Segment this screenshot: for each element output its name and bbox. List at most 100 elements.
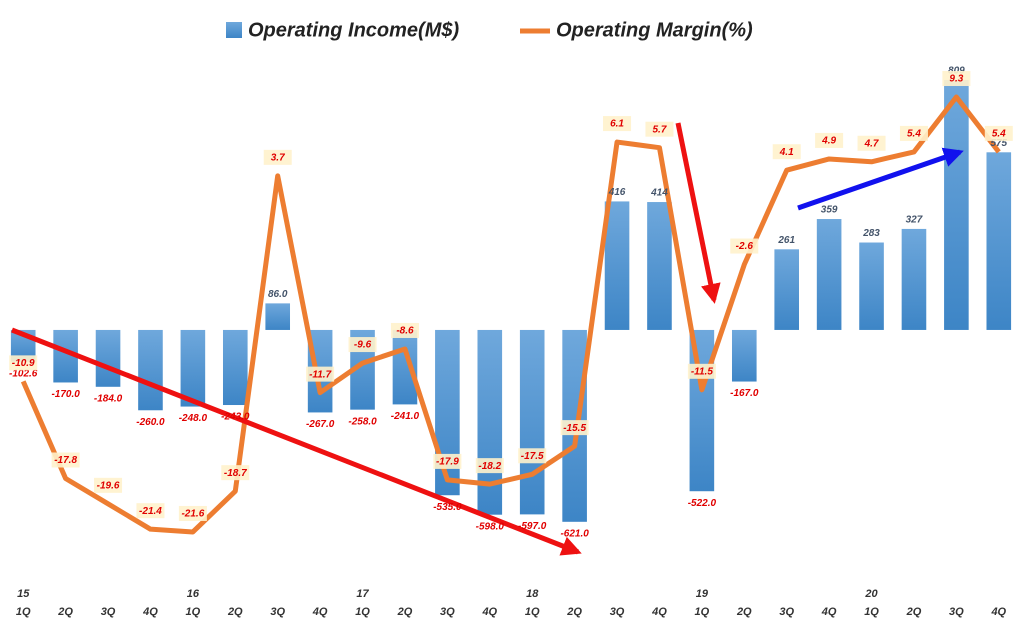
label-box <box>306 366 335 382</box>
label-box <box>9 355 38 371</box>
trend-arrow <box>675 122 721 304</box>
x-tick-label: 4Q <box>821 606 837 618</box>
x-tick-label: 1Q <box>16 606 31 618</box>
label-box <box>263 149 292 165</box>
label-box <box>518 448 547 464</box>
x-tick-label: 4Q <box>481 606 497 618</box>
year-label: 18 <box>526 588 539 600</box>
x-tick-label: 1Q <box>695 606 710 618</box>
x-tick-label: 4Q <box>651 606 667 618</box>
bar-value-label: -522.0 <box>688 498 717 509</box>
bars <box>10 80 1012 522</box>
legend-label: Operating Income(M$) <box>248 19 459 41</box>
label-box <box>772 144 801 160</box>
bar-value-label: 86.0 <box>268 289 288 300</box>
x-tick-label: 1Q <box>525 606 540 618</box>
x-tick-label: 3Q <box>270 606 285 618</box>
year-label: 20 <box>864 588 878 600</box>
margin-value-label: 5.7 <box>653 124 667 135</box>
x-tick-label: 2Q <box>227 606 243 618</box>
bar-value-label: 416 <box>608 187 626 198</box>
bar-value-label: -267.0 <box>306 419 335 430</box>
margin-value-label: 9.3 <box>949 74 963 85</box>
label-box <box>603 116 632 132</box>
margin-value-label: -17.9 <box>436 457 459 468</box>
label-box <box>857 135 886 151</box>
bar-value-label: 283 <box>862 228 880 239</box>
x-tick-label: 3Q <box>949 606 964 618</box>
label-box <box>221 465 250 481</box>
bar <box>774 249 800 330</box>
label-box <box>645 121 674 137</box>
label-box <box>475 458 504 474</box>
margin-value-label: -21.4 <box>139 506 162 517</box>
x-tick-label: 2Q <box>57 606 73 618</box>
bar-value-label: -598.0 <box>476 521 505 532</box>
bar <box>986 152 1012 330</box>
year-label: 19 <box>696 588 709 600</box>
legend-swatch <box>226 22 242 38</box>
label-box <box>51 452 80 468</box>
margin-value-label: -15.5 <box>563 423 586 434</box>
margin-value-label: 3.7 <box>271 152 285 163</box>
year-label: 16 <box>187 588 200 600</box>
margin-value-label: -17.5 <box>521 451 544 462</box>
label-box <box>178 505 207 521</box>
label-box <box>730 238 759 254</box>
label-box <box>136 503 165 519</box>
bar-value-label: -243.0 <box>221 412 250 423</box>
bar <box>604 201 630 330</box>
x-tick-label: 3Q <box>440 606 455 618</box>
margin-value-label: 5.4 <box>992 129 1006 140</box>
margin-value-label: -19.6 <box>97 480 120 491</box>
bar <box>138 329 163 411</box>
bar-value-label: 359 <box>821 205 838 216</box>
legend-label: Operating Margin(%) <box>556 19 753 41</box>
bar-value-label: -184.0 <box>94 393 123 404</box>
x-tick-label: 2Q <box>906 606 922 618</box>
bar <box>222 329 248 406</box>
margin-value-label: -17.8 <box>54 455 77 466</box>
year-label: 17 <box>356 588 369 600</box>
margin-value-label: -18.7 <box>224 468 247 479</box>
label-box <box>348 337 377 353</box>
margin-value-label: 4.7 <box>864 138 879 149</box>
x-tick-label: 1Q <box>355 606 370 618</box>
x-tick-label: 4Q <box>990 606 1006 618</box>
bar-value-label: -248.0 <box>179 413 208 424</box>
legend: Operating Income(M$) Operating Margin(%) <box>226 19 753 41</box>
bar-value-label: -258.0 <box>348 416 377 427</box>
margin-value-label: -8.6 <box>396 326 414 337</box>
x-tick-label: 3Q <box>101 606 116 618</box>
trend-arrow <box>11 327 582 556</box>
label-box <box>815 132 844 148</box>
label-box <box>942 71 971 87</box>
bar-value-label: -535.0 <box>433 502 462 513</box>
x-tick-label: 1Q <box>186 606 201 618</box>
bar <box>180 329 206 407</box>
bar-value-label: -102.6 <box>9 368 38 379</box>
x-tick-label: 4Q <box>312 606 328 618</box>
bar-value-label: -260.0 <box>136 417 165 428</box>
x-tick-label: 1Q <box>864 606 879 618</box>
bar-value-label: -167.0 <box>730 388 759 399</box>
bar <box>477 329 503 515</box>
label-box <box>687 363 716 379</box>
margin-value-label: 6.1 <box>610 119 624 130</box>
margin-line <box>20 94 1001 535</box>
bar-value-label: 414 <box>650 188 668 199</box>
bar <box>731 329 757 382</box>
bar <box>95 329 121 387</box>
margin-value-label: -9.6 <box>354 340 372 351</box>
bar-value-label: -621.0 <box>560 528 589 539</box>
bar-value-label: 327 <box>906 215 923 226</box>
x-tick-label: 3Q <box>610 606 625 618</box>
x-tick-label: 2Q <box>566 606 582 618</box>
x-tick-label: 4Q <box>142 606 158 618</box>
margin-value-label: -10.9 <box>12 358 35 369</box>
bar-value-label: -170.0 <box>51 389 80 400</box>
margin-value-label: -11.7 <box>309 369 331 380</box>
margin-value-label: -18.2 <box>478 461 501 472</box>
bar <box>944 80 969 330</box>
